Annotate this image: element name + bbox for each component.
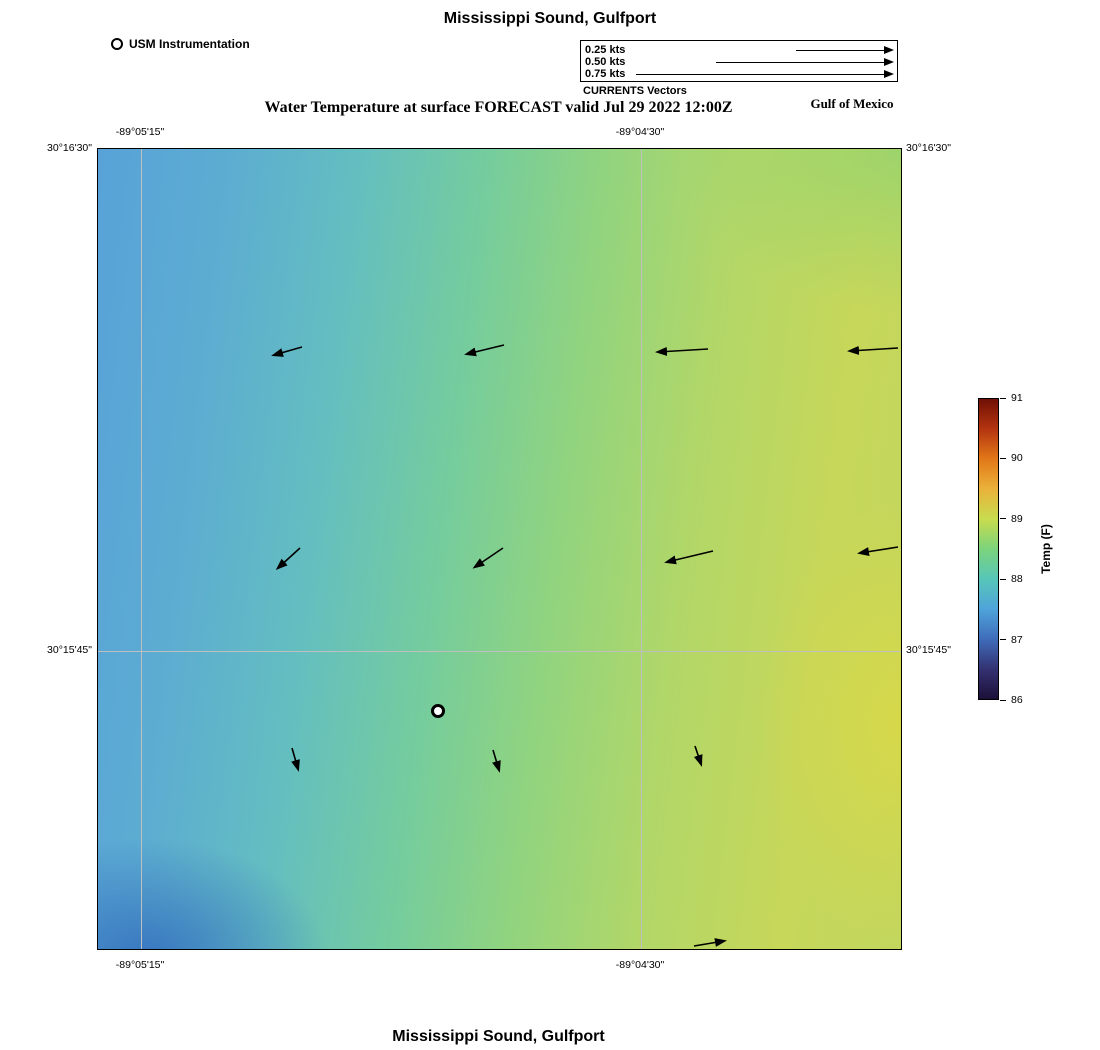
y-tick-label-left-north: 30°16'30" [47, 142, 92, 154]
instrumentation-legend-label: USM Instrumentation [129, 37, 250, 51]
current-vector-arrow [275, 547, 301, 571]
colorbar-tick-mark [1000, 457, 1006, 459]
colorbar-tick-label: 88 [1011, 573, 1023, 586]
current-vector-arrow [655, 346, 709, 356]
currents-legend-speed-label: 0.25 kts [585, 44, 626, 56]
current-vector-arrow [693, 745, 703, 767]
arrowhead-icon [884, 58, 894, 66]
colorbar-gradient [978, 398, 999, 700]
current-vector-arrow [693, 938, 727, 947]
arrowhead-icon [884, 46, 894, 54]
x-tick-label-bottom-east: -89°04'30" [615, 959, 665, 971]
colorbar-tick-label: 91 [1011, 392, 1023, 404]
gulf-of-mexico-label: Gulf of Mexico [810, 96, 894, 111]
current-vector-arrow [847, 345, 899, 355]
x-tick-label-bottom-west: -89°05'15" [115, 959, 165, 971]
colorbar-tick-mark [1000, 639, 1006, 641]
current-vector-arrow [664, 550, 714, 565]
instrument-station-marker [431, 704, 445, 718]
figure-title-top: Mississippi Sound, Gulfport [443, 10, 657, 27]
current-vectors-layer [271, 344, 899, 947]
colorbar-tick-mark [1000, 518, 1006, 520]
current-vector-arrow [291, 747, 300, 772]
y-tick-label-right-north: 30°16'30" [906, 142, 951, 154]
currents-legend-row: 0.50 kts [581, 56, 897, 68]
colorbar-tick-mark [1000, 699, 1006, 701]
current-vector-arrow [464, 344, 505, 357]
colorbar-tick-label: 87 [1011, 633, 1023, 646]
colorbar-axis-label-text: Temp (F) [1039, 524, 1053, 574]
x-tick-label-top-east: -89°04'30" [615, 126, 665, 138]
instrumentation-legend: USM Instrumentation [111, 37, 250, 51]
currents-legend-vector-line [716, 62, 884, 63]
colorbar-tick-label: 90 [1011, 452, 1023, 465]
y-tick-label-left-south: 30°15'45" [47, 644, 92, 656]
temperature-map [97, 148, 902, 950]
x-tick-label-top-west: -89°05'15" [115, 126, 165, 138]
gridline-horizontal [98, 651, 901, 652]
forecast-subtitle: Water Temperature at surface FORECAST va… [264, 99, 733, 116]
currents-legend-speed-label: 0.50 kts [585, 56, 626, 68]
currents-legend-row: 0.75 kts [581, 68, 897, 80]
current-vector-arrow [857, 546, 899, 557]
current-vector-arrow [271, 346, 303, 357]
arrowhead-icon [884, 70, 894, 78]
colorbar-tick-mark [1000, 397, 1006, 399]
currents-legend-vector-line [636, 74, 884, 75]
colorbar-tick-mark [1000, 578, 1006, 580]
instrumentation-marker-icon [111, 38, 123, 50]
y-tick-label-right-south: 30°15'45" [906, 644, 951, 656]
colorbar: 86 87 88 89 90 91 Temp (F) [978, 392, 1073, 706]
current-vector-arrow [472, 547, 504, 569]
currents-legend-vector-line [796, 50, 884, 51]
colorbar-tick-label: 89 [1011, 512, 1023, 525]
figure-title-bottom: Mississippi Sound, Gulfport [392, 1028, 605, 1045]
gridline-vertical-east [641, 149, 642, 949]
current-vector-arrow [492, 749, 501, 773]
currents-legend-box: 0.25 kts 0.50 kts 0.75 kts [580, 40, 898, 82]
currents-legend-caption: CURRENTS Vectors [583, 85, 687, 97]
colorbar-axis-label: Temp (F) [1039, 524, 1053, 574]
currents-legend-speed-label: 0.75 kts [585, 68, 626, 80]
colorbar-tick-scale: 86 87 88 89 90 91 [978, 392, 1073, 706]
gridline-vertical-west [141, 149, 142, 949]
currents-legend-row: 0.25 kts [581, 44, 897, 56]
colorbar-tick-label: 86 [1011, 694, 1023, 706]
